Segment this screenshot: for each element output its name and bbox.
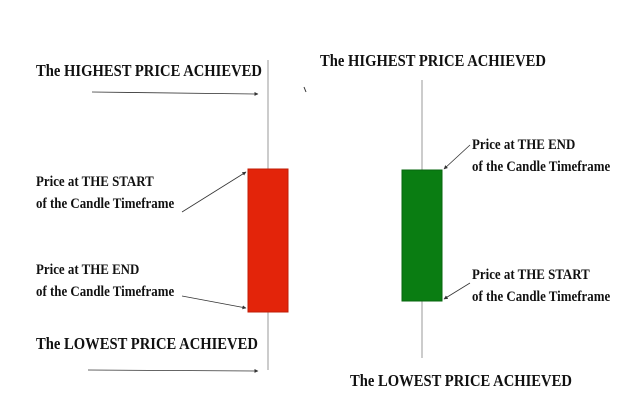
left-end-label: Price at THE END of the Candle Timeframe [36, 262, 175, 300]
left-start-pointer [181, 171, 247, 213]
right-low-label: The LOWEST PRICE ACHIEVED [350, 371, 572, 390]
right-candle-body [401, 169, 443, 302]
right-start-label: Price at THE START of the Candle Timefra… [472, 267, 611, 305]
left-low-pointer [87, 368, 259, 373]
right-end-pointer [443, 144, 471, 170]
stray-mark [303, 86, 307, 93]
left-low-label: The LOWEST PRICE ACHIEVED [36, 334, 258, 353]
left-start-label: Price at THE START of the Candle Timefra… [36, 174, 175, 212]
right-high-label: The HIGHEST PRICE ACHIEVED [320, 51, 546, 70]
left-candle-body [247, 168, 289, 313]
left-high-label: The HIGHEST PRICE ACHIEVED [36, 61, 262, 80]
left-high-pointer [91, 91, 259, 96]
right-start-pointer [443, 282, 471, 300]
left-end-pointer [181, 295, 247, 310]
right-end-label: Price at THE END of the Candle Timeframe [472, 137, 611, 175]
